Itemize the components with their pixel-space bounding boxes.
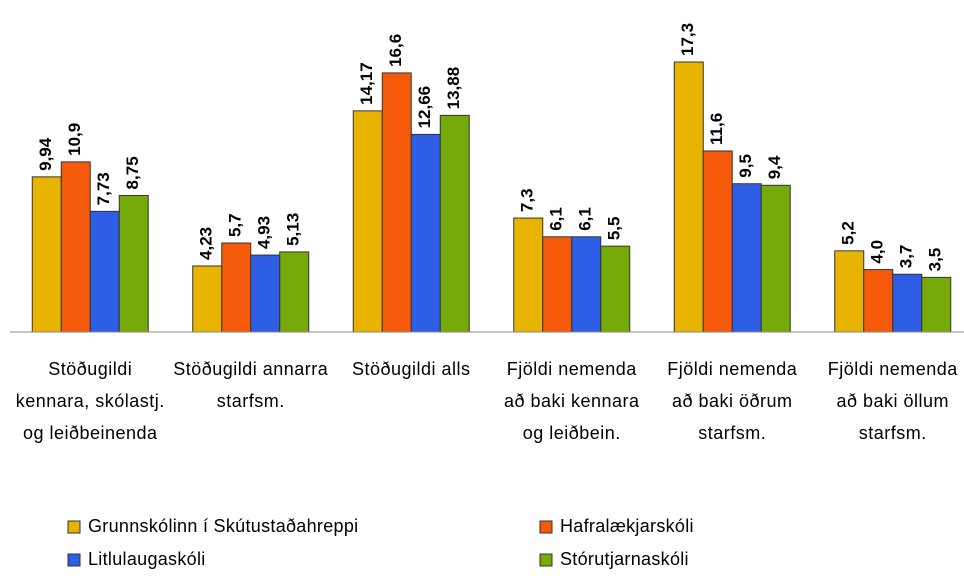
data-label: 10,9 — [65, 123, 84, 156]
bar — [513, 217, 544, 333]
data-label: 8,75 — [123, 156, 142, 189]
data-label: 16,6 — [386, 34, 405, 67]
x-tick-label: Fjöldi nemenda að baki öllum starfsm. — [827, 359, 958, 443]
data-label: 9,94 — [36, 137, 55, 171]
data-label: 5,13 — [284, 213, 303, 246]
data-label: 6,1 — [547, 207, 566, 231]
bar — [760, 184, 791, 333]
bar — [89, 210, 120, 333]
data-label: 9,4 — [765, 155, 784, 179]
bar — [863, 269, 894, 333]
bar — [250, 254, 281, 333]
legend-swatch — [539, 520, 553, 534]
x-tick-label: Fjöldi nemenda að baki kennara og leiðbe… — [503, 359, 640, 443]
bar — [221, 242, 252, 333]
legend-label: Hafralækjarskóli — [560, 516, 694, 536]
x-tick-label: Stöðugildi annarra starfsm. — [173, 359, 329, 411]
data-label: 11,6 — [707, 113, 726, 145]
bar — [279, 251, 310, 333]
x-tick-label: Fjöldi nemenda að baki öðrum starfsm. — [667, 359, 798, 443]
legend-label: Stórutjarnaskóli — [560, 549, 689, 569]
data-label: 17,3 — [678, 23, 697, 56]
bar — [352, 110, 383, 333]
x-tick-label: Stöðugildi kennara, skólastj. og leiðbei… — [15, 359, 165, 443]
bar — [118, 194, 149, 333]
bar — [834, 250, 865, 333]
data-label: 7,73 — [94, 172, 113, 205]
data-label: 3,7 — [897, 245, 916, 269]
data-label: 4,0 — [868, 240, 887, 264]
legend-swatch — [539, 553, 553, 567]
legend-label: Litlulaugaskóli — [88, 549, 206, 569]
x-tick-label: Stöðugildi alls — [351, 359, 471, 379]
legend-label: Grunnskólinn í Skútustaðahreppi — [88, 516, 358, 536]
bar — [381, 72, 412, 333]
bar — [921, 276, 952, 333]
bar — [600, 245, 631, 333]
bar — [410, 133, 441, 333]
data-label: 3,5 — [926, 248, 945, 272]
data-label: 13,88 — [444, 67, 463, 110]
data-label: 9,5 — [736, 154, 755, 178]
bar — [892, 273, 923, 333]
data-label: 5,5 — [605, 217, 624, 241]
data-label: 6,1 — [576, 207, 595, 231]
bar — [731, 183, 762, 333]
bar — [673, 61, 704, 333]
data-label: 14,17 — [357, 62, 376, 105]
bar — [192, 265, 223, 333]
data-label: 7,3 — [518, 188, 537, 212]
data-label: 5,7 — [226, 213, 245, 237]
legend-swatch — [67, 553, 81, 567]
bar — [542, 236, 573, 333]
legend-swatch — [67, 520, 81, 534]
bar — [439, 114, 470, 333]
data-label: 12,66 — [415, 86, 434, 129]
bar — [31, 176, 62, 333]
bar — [60, 161, 91, 333]
bar — [571, 236, 602, 333]
data-label: 5,2 — [839, 221, 858, 245]
bar — [702, 150, 733, 333]
data-label: 4,93 — [255, 216, 274, 249]
data-label: 4,23 — [197, 227, 216, 260]
